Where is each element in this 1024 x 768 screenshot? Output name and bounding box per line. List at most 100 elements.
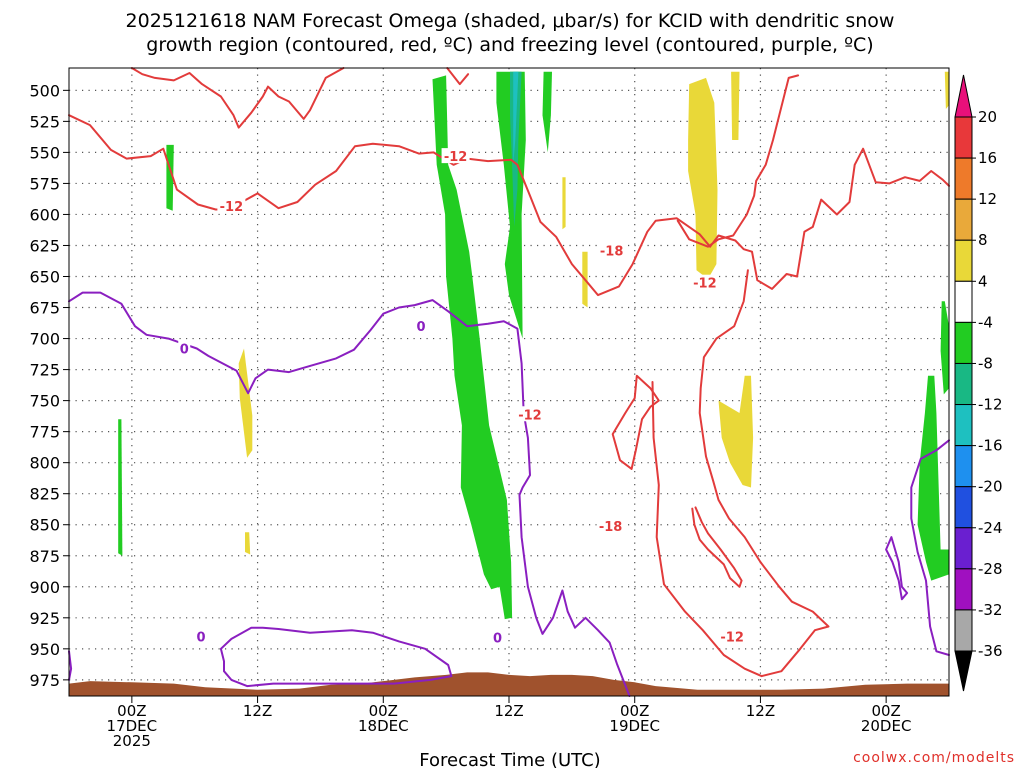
contour-label-6: -12 — [720, 630, 744, 645]
contour-label-5: -18 — [599, 520, 623, 535]
y-axis: 500 525 550 575 600 625 650 675 700 725 750 775 800 8… — [29, 81, 69, 690]
colorbar-bin-1 — [954, 116, 973, 159]
chart-title-line-1: 2025121618 NAM Forecast Omega (shaded, μ… — [126, 10, 895, 32]
y-tick-label-725: 725 — [29, 361, 60, 380]
freezing-level-contour-25 — [219, 626, 453, 688]
omega-region-2 — [238, 348, 253, 458]
x-tick-label-5-1: 12Z — [746, 702, 775, 720]
omega-region-15 — [917, 375, 949, 581]
y-tick-label-975: 975 — [29, 671, 60, 690]
colorbar-label-4: 4 — [978, 272, 988, 290]
contour-label-9: 0 — [196, 630, 205, 645]
colorbar-bin-4 — [954, 239, 973, 282]
x-axis-title: Forecast Time (UTC) — [419, 750, 600, 768]
colorbar-bin-13 — [954, 609, 973, 652]
y-tick-label-775: 775 — [29, 423, 60, 442]
dgz-contour-18 — [130, 67, 345, 129]
y-tick-label-625: 625 — [29, 236, 60, 255]
omega-region-12 — [731, 71, 740, 140]
colorbar-label-0: 20 — [978, 108, 997, 126]
contour-label-8: 0 — [416, 320, 425, 335]
site-credit: coolwx.com/modelts — [853, 750, 1015, 766]
contour-label-bg-10 — [491, 629, 504, 645]
contour-label-1: -12 — [444, 150, 468, 165]
y-tick-label-800: 800 — [29, 454, 60, 473]
x-tick-label-0-3: 2025 — [113, 732, 151, 750]
colorbar-label-9: -20 — [978, 478, 1003, 496]
dgz-contour-19 — [446, 67, 470, 86]
contour-label-bg-7 — [178, 340, 191, 356]
contour-label-bg-3 — [690, 274, 719, 290]
contour-label-bg-5 — [596, 517, 625, 533]
colorbar-label-5: -4 — [978, 313, 993, 331]
contour-label-bg-8 — [415, 318, 427, 334]
y-tick-label-500: 500 — [29, 81, 60, 100]
colorbar-bin-top — [954, 74, 973, 118]
colorbar-label-13: -36 — [978, 642, 1003, 660]
colorbar-label-8: -16 — [978, 437, 1003, 455]
surface-terrain-fill — [69, 672, 949, 696]
omega-region-6 — [510, 71, 522, 227]
y-tick-label-650: 650 — [29, 268, 60, 287]
x-tick-label-1-1: 12Z — [243, 702, 272, 720]
x-tick-label-3-1: 12Z — [494, 702, 523, 720]
contour-label-bg-9 — [195, 628, 207, 644]
omega-region-3 — [245, 532, 251, 555]
colorbar: 20 16 12 8 4 -4 -8 -12 -16 -20 -24 -28 -32 -36 — [954, 74, 1003, 692]
omega-shading — [118, 71, 949, 620]
omega-region-1 — [118, 419, 123, 556]
contour-label-10: 0 — [493, 632, 502, 647]
y-tick-label-575: 575 — [29, 174, 60, 193]
colorbar-bin-bottom — [954, 650, 973, 692]
colorbar-bin-12 — [954, 568, 973, 611]
colorbar-bin-2 — [954, 157, 973, 200]
contour-labels: -12 -12 -18 -12 -12 -18 -12 0 0 0 0 — [178, 148, 747, 647]
x-tick-label-6-2: 20DEC — [861, 717, 912, 735]
contour-label-bg-0 — [217, 197, 246, 213]
dgz-contour-21 — [651, 269, 830, 678]
y-tick-label-950: 950 — [29, 640, 60, 659]
surface-terrain — [69, 672, 949, 696]
x-tick-label-0-1: 00Z — [117, 702, 146, 720]
omega-region-11 — [688, 77, 718, 280]
y-tick-label-675: 675 — [29, 299, 60, 318]
freezing-level-contour-27 — [885, 536, 909, 601]
contour-label-bg-2 — [597, 242, 626, 258]
colorbar-bin-10 — [954, 486, 973, 529]
y-tick-label-750: 750 — [29, 392, 60, 411]
colorbar-label-3: 8 — [978, 231, 988, 249]
omega-region-8 — [542, 71, 552, 153]
plot-area: -12 -12 -18 -12 -12 -18 -12 0 0 0 0 — [68, 67, 950, 697]
y-tick-label-900: 900 — [29, 578, 60, 597]
dgz-contour-22 — [611, 374, 660, 470]
x-tick-label-0-2: 17DEC — [107, 717, 158, 735]
freezing-level-contour-24 — [68, 291, 631, 697]
colorbar-bin-6 — [954, 321, 973, 364]
contour-label-2: -18 — [600, 244, 624, 259]
contour-label-4: -12 — [518, 408, 542, 423]
y-tick-label-700: 700 — [29, 330, 60, 349]
x-tick-label-4-2: 19DEC — [609, 717, 660, 735]
omega-region-14 — [944, 71, 949, 109]
y-tick-label-875: 875 — [29, 547, 60, 566]
colorbar-label-1: 16 — [978, 149, 997, 167]
x-tick-label-6-1: 00Z — [871, 702, 900, 720]
dgz-contour-23 — [691, 506, 743, 588]
freezing-level-contour-28 — [68, 650, 73, 681]
y-tick-label-600: 600 — [29, 205, 60, 224]
colorbar-label-12: -32 — [978, 601, 1003, 619]
contour-label-bg-4 — [515, 406, 544, 422]
colorbar-label-11: -28 — [978, 560, 1003, 578]
omega-region-7 — [513, 71, 519, 165]
omega-region-4 — [432, 75, 513, 620]
dgz-contour-20 — [676, 74, 800, 248]
x-tick-label-2-2: 18DEC — [358, 717, 409, 735]
colorbar-label-10: -24 — [978, 519, 1003, 537]
y-tick-label-825: 825 — [29, 485, 60, 504]
contour-label-3: -12 — [693, 277, 717, 292]
colorbar-bin-5 — [954, 280, 973, 323]
colorbar-label-6: -8 — [978, 354, 993, 372]
x-tick-label-2-1: 00Z — [369, 702, 398, 720]
omega-region-13 — [718, 375, 754, 488]
